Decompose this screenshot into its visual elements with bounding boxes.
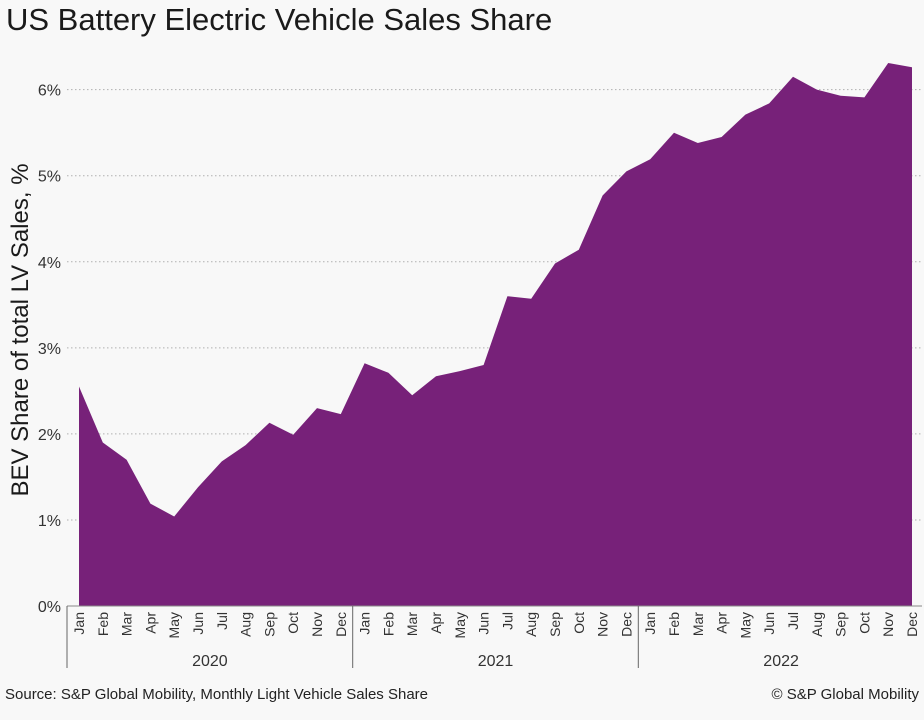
x-tick-label: Mar <box>690 612 706 636</box>
x-tick-label: Apr <box>142 612 158 634</box>
x-tick-label: Mar <box>119 612 135 636</box>
y-tick-label: 3% <box>38 341 61 358</box>
copyright-note: © S&P Global Mobility <box>771 686 919 703</box>
area-series <box>79 63 912 606</box>
x-tick-label: Dec <box>333 612 349 637</box>
x-tick-label: Aug <box>238 612 254 637</box>
x-tick-label: Sep <box>547 612 563 637</box>
x-tick-label: Oct <box>571 612 587 634</box>
x-axis: Jan Feb Mar Apr May Jun Jul Aug Sep Oct Nov Dec Jan F… <box>66 605 922 670</box>
x-tick-label: Nov <box>595 612 611 637</box>
x-tick-label: Feb <box>666 612 682 636</box>
source-note: Source: S&P Global Mobility, Monthly Lig… <box>5 686 429 703</box>
x-tick-label: Nov <box>309 612 325 637</box>
x-tick-label: Jan <box>71 612 87 635</box>
x-tick-label: Jun <box>761 612 777 635</box>
x-tick-label: Feb <box>95 612 111 636</box>
x-tick-label: Nov <box>880 612 896 637</box>
x-tick-label: Apr <box>714 612 730 634</box>
y-tick-label: 4% <box>38 255 61 272</box>
y-tick-label: 6% <box>38 83 61 100</box>
x-tick-label: Jul <box>214 612 230 630</box>
x-tick-label: Jun <box>476 612 492 635</box>
y-tick-label: 2% <box>38 427 61 444</box>
x-tick-label: Jun <box>190 612 206 635</box>
y-axis: 0% 1% 2% 3% 4% 5% 6% <box>38 83 61 616</box>
y-tick-label: 0% <box>38 599 61 616</box>
x-tick-label: Jul <box>785 612 801 630</box>
y-tick-label: 5% <box>38 169 61 186</box>
x-tick-label: Jan <box>642 612 658 635</box>
x-tick-label: May <box>166 612 182 638</box>
x-tick-label: Oct <box>285 612 301 634</box>
chart-title: US Battery Electric Vehicle Sales Share <box>6 2 553 37</box>
y-axis-label: BEV Share of total LV Sales, % <box>7 163 34 496</box>
x-tick-label: Dec <box>904 612 920 637</box>
x-tick-label: May <box>737 612 753 638</box>
year-group-label: 2020 <box>192 653 228 670</box>
x-tick-label: Aug <box>809 612 825 637</box>
x-tick-label: Oct <box>856 612 872 634</box>
x-tick-label: May <box>452 612 468 638</box>
x-tick-label: Apr <box>428 612 444 634</box>
x-tick-label: Aug <box>523 612 539 637</box>
x-tick-label: Jan <box>357 612 373 635</box>
x-tick-label: Jul <box>499 612 515 630</box>
x-tick-label: Dec <box>618 612 634 637</box>
area-fill <box>79 63 912 606</box>
year-group-label: 2022 <box>763 653 799 670</box>
year-group-label: 2021 <box>478 653 514 670</box>
footer: Source: S&P Global Mobility, Monthly Lig… <box>5 686 919 703</box>
x-tick-label: Sep <box>261 612 277 637</box>
x-tick-label: Feb <box>380 612 396 636</box>
x-tick-label: Mar <box>404 612 420 636</box>
x-tick-label: Sep <box>833 612 849 637</box>
y-tick-label: 1% <box>38 513 61 530</box>
